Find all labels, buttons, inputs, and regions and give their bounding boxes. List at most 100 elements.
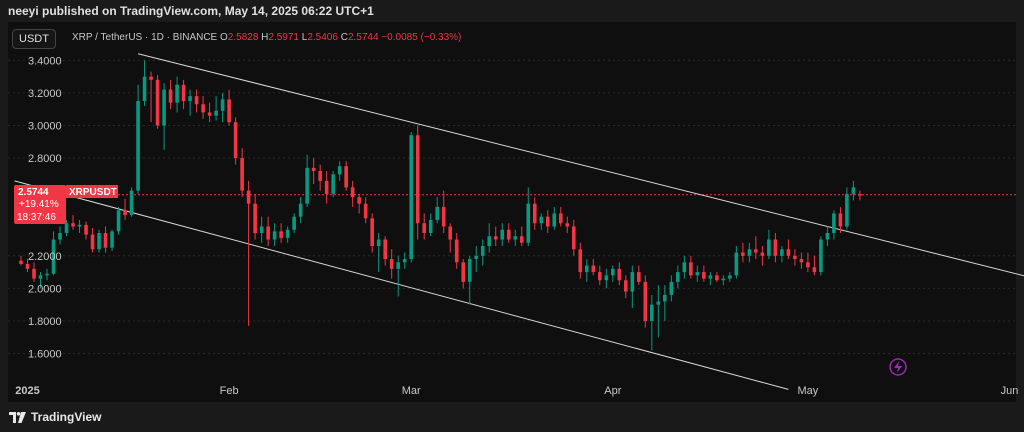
legend-symbol: XRP / TetherUS · 1D · BINANCE xyxy=(72,32,218,43)
legend-c-value: 2.5744 xyxy=(347,32,379,43)
candle xyxy=(214,96,218,121)
x-axis: 2025 Feb Mar Apr May Jun xyxy=(15,385,1018,397)
candle xyxy=(201,96,205,119)
candle xyxy=(728,272,732,282)
candle xyxy=(676,265,680,289)
candle xyxy=(702,265,706,282)
candle xyxy=(604,268,609,289)
candle xyxy=(682,255,687,279)
tradingview-brand[interactable]: TradingView xyxy=(9,410,101,424)
candle xyxy=(298,197,303,224)
candle xyxy=(19,255,23,266)
symbol-tag-bg xyxy=(66,185,118,198)
y-tick-label: 1.6000 xyxy=(28,349,62,361)
price-tag-symbol: XRPUSDT xyxy=(69,187,117,198)
x-tick-label: Apr xyxy=(604,385,621,397)
candle xyxy=(279,223,283,243)
x-tick-label: Jun xyxy=(1001,385,1019,397)
candle xyxy=(734,246,739,279)
y-tick-label: 2.0000 xyxy=(28,283,62,295)
channel-lines xyxy=(14,53,1024,390)
candle xyxy=(383,236,387,266)
candle xyxy=(396,255,400,297)
candle xyxy=(272,223,277,247)
currency-selector[interactable]: USDT xyxy=(12,29,56,49)
x-tick-label: Mar xyxy=(402,385,421,397)
legend-o-label: O xyxy=(220,32,228,43)
candle xyxy=(773,232,778,263)
candle xyxy=(58,226,62,245)
price-tag-countdown: 18:37:46 xyxy=(17,212,56,223)
candle xyxy=(409,131,413,263)
candle xyxy=(324,171,329,204)
candle xyxy=(689,255,693,279)
candle xyxy=(246,180,251,326)
candle xyxy=(825,226,830,247)
candle xyxy=(51,231,56,276)
candle xyxy=(832,210,836,240)
candle xyxy=(663,285,667,321)
candle xyxy=(337,161,342,181)
candle xyxy=(539,213,544,230)
candle xyxy=(90,228,95,253)
candle xyxy=(168,79,173,110)
x-tick-label: 2025 xyxy=(15,385,39,397)
channel-line-1[interactable] xyxy=(137,53,1024,280)
candle xyxy=(806,252,810,273)
y-tick-label: 2.2000 xyxy=(28,251,62,263)
candle xyxy=(441,190,446,233)
candle xyxy=(240,148,244,198)
candle xyxy=(480,239,485,266)
candle xyxy=(650,294,654,351)
candle xyxy=(519,226,524,247)
candle xyxy=(123,198,127,220)
legend-l-value: 2.5406 xyxy=(307,32,338,43)
price-tag: 2.5744 XRPUSDT +19.41% 18:37:46 xyxy=(14,185,118,224)
candle xyxy=(708,272,713,286)
candle xyxy=(318,164,322,191)
candle xyxy=(305,154,309,207)
candle xyxy=(227,89,231,126)
candle xyxy=(253,193,257,240)
candle xyxy=(513,229,518,247)
candle xyxy=(428,213,433,237)
candle xyxy=(175,76,179,113)
candle xyxy=(448,223,453,253)
candle xyxy=(259,216,264,243)
lightning-icon[interactable] xyxy=(889,358,907,376)
channel-line-0[interactable] xyxy=(14,180,789,390)
candle xyxy=(311,158,316,185)
candle xyxy=(71,215,75,230)
y-tick-label: 1.8000 xyxy=(28,316,62,328)
candle xyxy=(780,246,784,263)
candle xyxy=(552,206,557,230)
footer-bar xyxy=(0,404,1024,432)
legend-l-label: L xyxy=(301,32,308,43)
candle xyxy=(155,74,160,129)
candle xyxy=(116,206,121,235)
candle xyxy=(64,219,69,237)
y-axis: 3.4000 3.2000 3.0000 2.8000 2.2000 2.0000 1.80… xyxy=(28,55,62,360)
legend-o-value: 2.5828 xyxy=(227,32,259,43)
legend-c-label: C xyxy=(340,32,348,43)
price-tag-bg xyxy=(14,185,66,224)
y-tick-label: 2.8000 xyxy=(28,153,62,165)
candle xyxy=(799,252,804,269)
brand-name: TradingView xyxy=(31,410,102,424)
candle xyxy=(162,83,166,150)
candle xyxy=(25,259,30,273)
candle xyxy=(461,259,466,289)
legend-change: −0.0085 (−0.33%) xyxy=(381,32,462,43)
candle xyxy=(695,265,700,282)
legend-h-label: H xyxy=(261,32,269,43)
y-tick-label: 3.4000 xyxy=(28,55,62,67)
price-tag-price: 2.5744 xyxy=(18,187,49,198)
candle xyxy=(110,229,114,251)
candle xyxy=(136,84,140,194)
candle xyxy=(422,213,427,240)
candle xyxy=(129,187,134,217)
ohlc-legend: XRP / TetherUS · 1D · BINANCE O2.5828 H2… xyxy=(72,32,461,43)
legend-h-value: 2.5971 xyxy=(268,32,299,43)
candle xyxy=(84,221,88,240)
